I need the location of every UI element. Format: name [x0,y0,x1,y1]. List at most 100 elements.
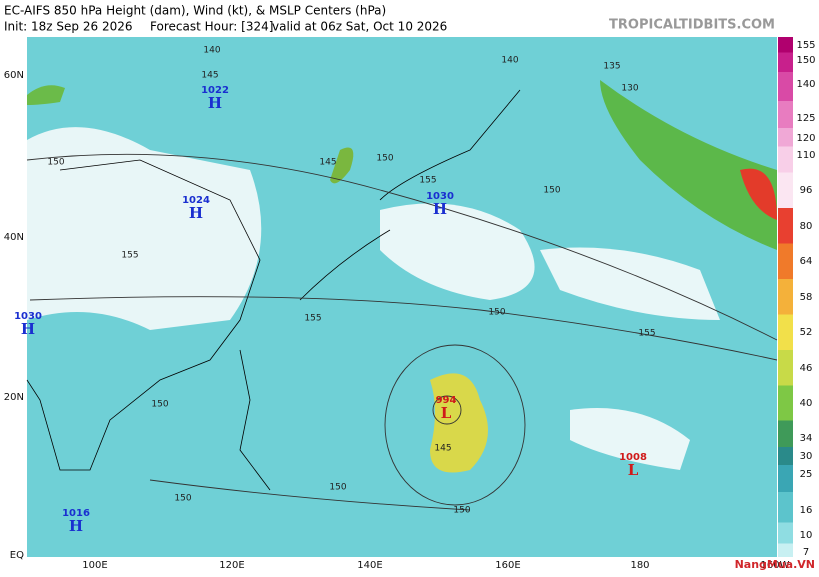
contour-label: 150 [376,154,393,164]
lon-label: 100E [82,560,107,571]
colorbar: 155 150 140 125 120 110 96 80 64 58 52 46 40 34 30 25 16… [778,37,816,558]
contour-label: 155 [419,176,436,186]
contour-label: 145 [319,158,336,168]
pressure-value: 1016 [62,508,90,519]
pressure-center: H [189,204,203,222]
valid-time: valid at 06z Sat, Oct 10 2026 [272,20,447,34]
lat-label: 60N [4,70,24,81]
contour-label: 150 [151,400,168,410]
coastline [299,89,521,301]
colorbar-segment [778,314,793,350]
calm-area [380,203,535,300]
init: Init: 18z Sep 26 2026 [4,20,132,34]
calm-area [540,247,720,320]
contour-label: 150 [47,158,64,168]
colorbar-segment [778,522,793,544]
colorbar-label: 7 [803,547,809,558]
colorbar-label: 52 [800,327,813,338]
pressure-center: L [628,461,639,479]
pressure-center: H [208,94,222,112]
pressure-value: 1022 [201,85,229,96]
lat-label: 40N [4,232,24,243]
lon-label: 160W [761,560,790,571]
contour-label: 150 [488,308,505,318]
height-contour [384,344,526,506]
wind-streak [27,85,65,105]
colorbar-label: 10 [800,530,813,541]
lon-label: 140E [357,560,382,571]
colorbar-segment [778,101,793,128]
contour-label: 145 [201,71,218,81]
watermark: NangMua.VN [735,558,815,571]
title: EC-AIFS 850 hPa Height (dam), Wind (kt),… [4,4,386,18]
colorbar-segment [778,447,793,465]
lat-label: 20N [4,392,24,403]
contour-label: 140 [203,46,220,56]
contour-label: 155 [638,329,655,339]
pressure-value: 1024 [182,195,210,206]
lat-label: EQ [10,550,24,561]
site-name: TROPICALTIDBITS.COM [609,18,775,33]
pressure-value: 1030 [426,191,454,202]
colorbar-segment [778,37,793,53]
colorbar-segment [778,146,793,173]
colorbar-segment [778,465,793,492]
jet-streak [600,80,777,250]
height-contour [26,153,778,511]
colorbar-label: 80 [800,221,813,232]
contour-label: 155 [121,251,138,261]
colorbar-label: 16 [800,505,813,516]
pressure-center: L [441,404,452,422]
colorbar-segment [778,72,793,101]
pressure-value: 1008 [619,452,647,463]
lon-label: 120E [219,560,244,571]
cyclone-winds [430,373,488,473]
contour-label: 130 [621,84,638,94]
colorbar-segment [778,52,793,72]
colorbar-segment [778,208,793,244]
lon-label: 180 [630,560,649,571]
contour-label: 155 [304,314,321,324]
colorbar-label: 64 [800,256,813,267]
pressure-center: H [433,200,447,218]
contour-label: 150 [174,494,191,504]
contour-label: 150 [543,186,560,196]
colorbar-segment [778,350,793,386]
colorbar-segment [778,172,793,208]
colorbar-segment [778,385,793,421]
colorbar-segment [778,128,793,147]
colorbar-segment [778,420,793,447]
pressure-value: 1030 [14,311,42,322]
wind-streak [330,147,354,184]
height-contour [432,395,462,425]
pressure-center: H [69,517,83,535]
colorbar-label: 150 [796,55,815,66]
colorbar-segment [778,492,793,523]
contour-label: 135 [603,62,620,72]
colorbar-label: 58 [800,292,813,303]
contour-label: 140 [501,56,518,66]
colorbar-label: 155 [796,40,815,51]
colorbar-label: 40 [800,398,813,409]
coastline [26,159,261,471]
colorbar-segment [778,543,793,557]
colorbar-label: 125 [796,113,815,124]
calm-area [27,127,262,330]
lon-label: 160E [495,560,520,571]
colorbar-label: 120 [796,133,815,144]
colorbar-label: 25 [800,469,813,480]
colorbar-label: 46 [800,363,813,374]
contour-label: 145 [434,444,451,454]
colorbar-label: 30 [800,451,813,462]
colorbar-segment [778,243,793,279]
colorbar-label: 34 [800,433,813,444]
colorbar-label: 96 [800,185,813,196]
pressure-value: 994 [436,395,457,406]
coastline [239,349,271,491]
pressure-center: H [21,320,35,338]
contour-label: 150 [329,483,346,493]
jet-core [740,168,777,220]
forecast-hour: Forecast Hour: [324] [150,20,273,34]
